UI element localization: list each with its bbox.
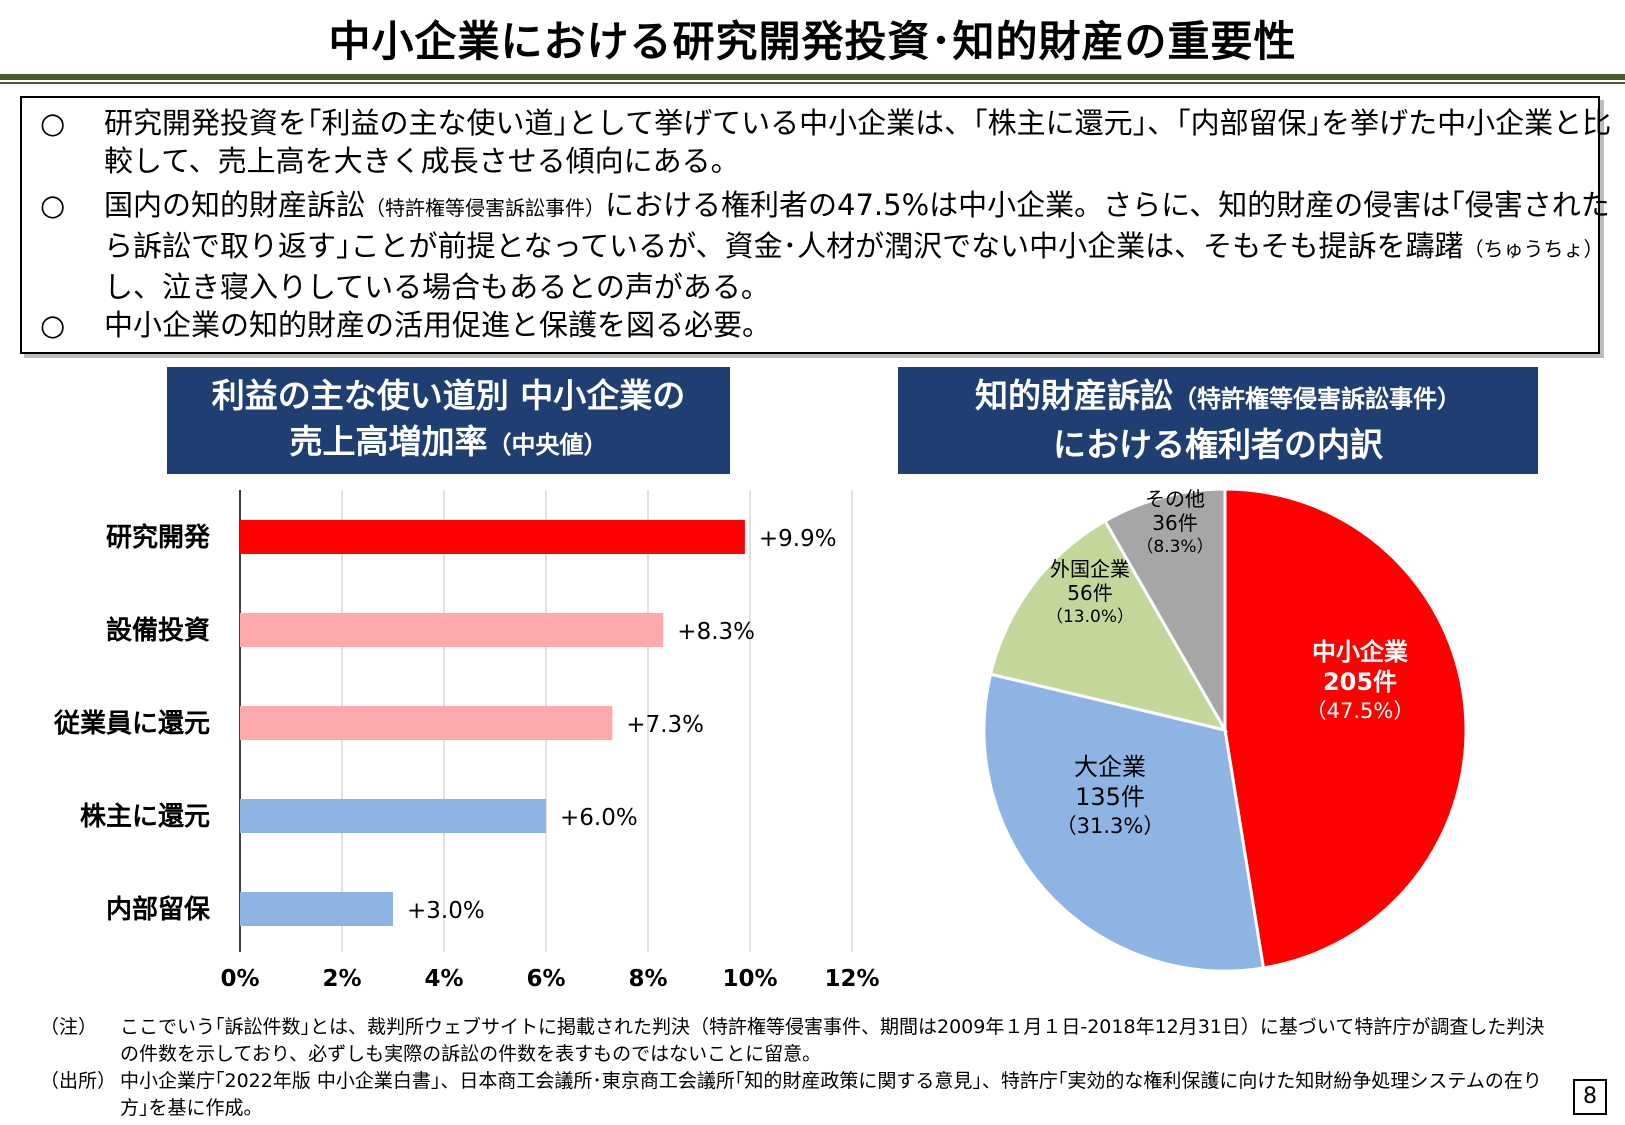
bar-chart-header-line2-main: 売上高増加率	[289, 422, 488, 461]
pie-slice	[1223, 487, 1468, 970]
bullet-text-b: における権利者の47.5%は中小企業。さらに、知的財産の侵害は｢侵害されたら訴訟…	[104, 188, 1610, 263]
pie-chart-header: 知的財産訴訟（特許権等侵害訴訟事件） における権利者の内訳	[898, 367, 1538, 474]
note-label: （注）	[40, 1016, 98, 1038]
slice-percent-label: （31.3%）	[1056, 814, 1165, 838]
pie-slice	[988, 518, 1229, 733]
data-label: +3.0%	[407, 898, 485, 924]
slice-percent-label: （8.3%）	[1136, 537, 1213, 557]
title-rule-thin	[0, 82, 1625, 84]
bar	[240, 520, 745, 554]
pie-slice	[982, 672, 1266, 973]
x-tick-label: 4%	[424, 966, 463, 992]
x-tick-label: 6%	[526, 966, 565, 992]
bullet-text-small: （特許権等侵害訴訟事件）	[365, 196, 606, 220]
bar-chart: 0% 2% 4% 6% 8% 10% 12% 研究開発 +9.9% 設備投資 +8.3% 従業員に還元…	[53, 490, 880, 992]
bar	[240, 706, 613, 740]
bullet-text: 国内の知的財産訴訟（特許権等侵害訴訟事件）における権利者の47.5%は中小企業。…	[104, 186, 1625, 306]
category-label: 株主に還元	[80, 802, 210, 832]
bullet-text-a: 国内の知的財産訴訟	[104, 188, 366, 222]
bullet-text-c: し、泣き寝入りしている場合もあるとの声がある。	[104, 270, 770, 304]
pie-chart-header-line2: における権利者の内訳	[1053, 425, 1383, 464]
bar	[240, 892, 393, 926]
bar-chart-header-line2: 売上高増加率（中央値）	[167, 419, 730, 468]
x-tick-label: 0%	[220, 966, 259, 992]
data-label: +8.3%	[677, 619, 755, 645]
category-label: 従業員に還元	[53, 709, 210, 739]
slice-percent-label: （13.0%）	[1046, 607, 1134, 627]
pie-chart-header-line1-small: （特許権等侵害訴訟事件）	[1173, 385, 1461, 413]
data-label: +6.0%	[560, 805, 638, 831]
bar	[240, 613, 664, 647]
bullet-text-small2: （ちゅうちょ）	[1463, 237, 1604, 261]
title-rule	[0, 74, 1625, 80]
slice-name-label: 大企業	[1074, 753, 1146, 781]
note-row: （注） ここでいう｢訴訟件数｣とは、裁判所ウェブサイトに掲載された判決（特許権等…	[40, 1014, 1560, 1068]
note-text: ここでいう｢訴訟件数｣とは、裁判所ウェブサイトに掲載された判決（特許権等侵害事件…	[120, 1016, 1545, 1065]
page-number: 8	[1573, 1079, 1607, 1115]
source-label: （出所）	[40, 1070, 117, 1092]
category-label: 研究開発	[106, 522, 211, 553]
category-label: 内部留保	[106, 895, 211, 925]
data-label: +7.3%	[626, 712, 704, 738]
pie-chart-header-line1: 知的財産訴訟（特許権等侵害訴訟事件）	[898, 373, 1538, 422]
slice-count-label: 36件	[1152, 511, 1197, 535]
bullet-mark: ○	[40, 106, 66, 140]
slice-count-label: 135件	[1075, 783, 1145, 811]
x-tick-label: 2%	[322, 966, 361, 992]
pie-slice	[1102, 487, 1227, 736]
x-tick-label: 10%	[722, 966, 777, 992]
slice-count-label: 56件	[1067, 581, 1112, 605]
page-title: 中小企業における研究開発投資･知的財産の重要性	[328, 17, 1297, 66]
slice-name-label: 中小企業	[1312, 638, 1408, 666]
bullet-mark: ○	[40, 308, 66, 342]
bullet-text: 研究開発投資を｢利益の主な使い道｣として挙げている中小企業は、｢株主に還元｣、｢…	[104, 106, 1612, 178]
x-tick-label: 8%	[628, 966, 667, 992]
notes: （注） ここでいう｢訴訟件数｣とは、裁判所ウェブサイトに掲載された判決（特許権等…	[40, 1014, 1560, 1122]
x-tick-label: 12%	[824, 966, 879, 992]
slice-percent-label: （47.5%）	[1306, 699, 1415, 723]
source-text: 中小企業庁｢2022年版 中小企業白書｣、日本商工会議所･東京商工会議所｢知的財…	[120, 1070, 1542, 1119]
bullet-text: 中小企業の知的財産の活用促進と保護を図る必要。	[104, 308, 772, 342]
bullet-mark: ○	[40, 188, 66, 222]
slice-name-label: その他	[1145, 487, 1205, 511]
pie-chart-header-line1-main: 知的財産訴訟	[975, 376, 1173, 415]
summary-box: ○ 研究開発投資を｢利益の主な使い道｣として挙げている中小企業は、｢株主に還元｣…	[20, 96, 1611, 354]
bar-chart-header: 利益の主な使い道別 中小企業の 売上高増加率（中央値）	[167, 367, 730, 474]
bar	[240, 799, 546, 833]
source-row: （出所） 中小企業庁｢2022年版 中小企業白書｣、日本商工会議所･東京商工会議…	[40, 1068, 1560, 1122]
slice-count-label: 205件	[1323, 668, 1397, 696]
bar-chart-header-line1: 利益の主な使い道別 中小企業の	[211, 376, 686, 415]
slice-name-label: 外国企業	[1050, 557, 1130, 581]
bar-chart-header-line2-small: （中央値）	[487, 431, 608, 459]
data-label: +9.9%	[759, 526, 837, 552]
category-label: 設備投資	[106, 615, 210, 646]
